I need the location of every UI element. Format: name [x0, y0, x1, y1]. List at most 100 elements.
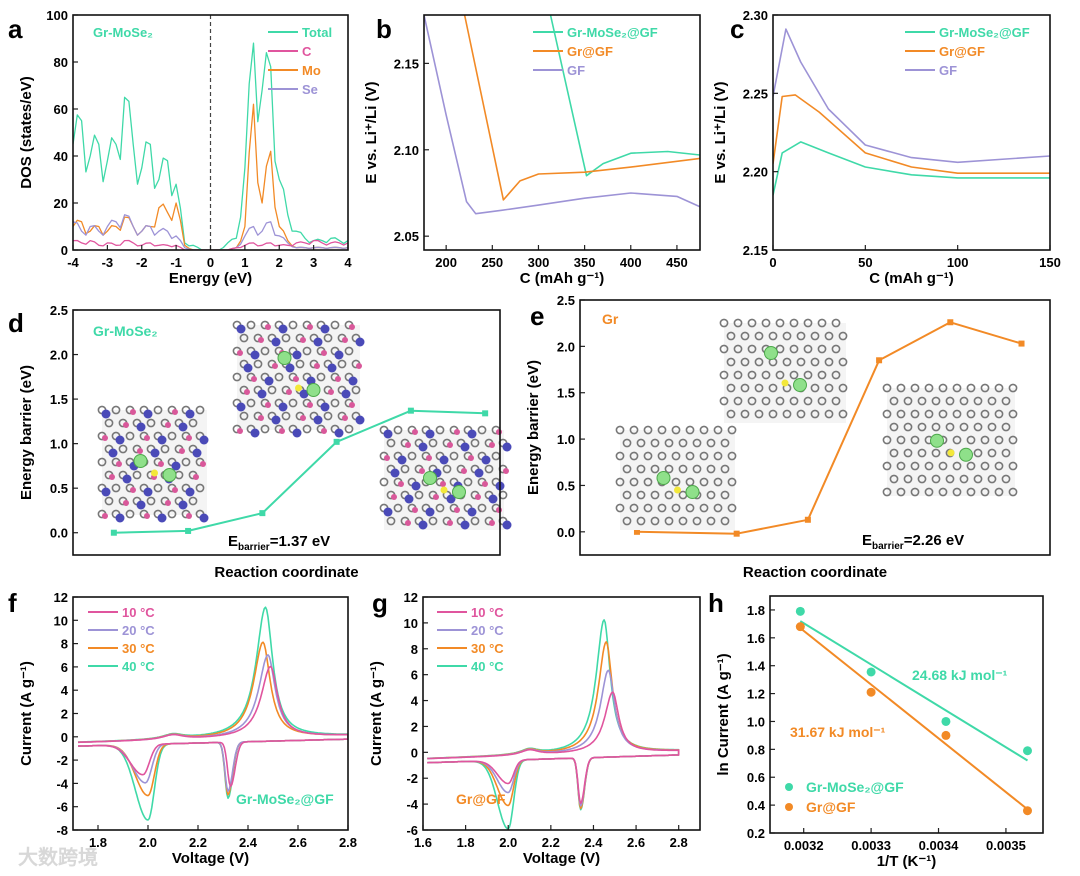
carbon-atom [1001, 422, 1011, 432]
se-atom [186, 435, 192, 441]
mo-atom [143, 487, 153, 497]
carbon-atom [980, 487, 990, 497]
atomic-structure-inset [719, 318, 848, 423]
mo-atom [192, 448, 202, 458]
linear-fit-line [799, 627, 1029, 811]
y-tick-label: 4 [411, 694, 419, 709]
carbon-atom [775, 318, 785, 328]
x-tick-label: 0 [207, 255, 214, 270]
mo-atom [122, 474, 132, 484]
carbon-atom [994, 461, 1004, 471]
series-line [549, 15, 700, 177]
se-atom [237, 350, 243, 356]
carbon-atom [726, 331, 736, 341]
carbon-atom [330, 320, 340, 330]
chlorine-atom [685, 485, 700, 499]
y-tick-label: -8 [56, 823, 68, 838]
se-atom [496, 507, 502, 513]
se-atom [426, 455, 432, 461]
mo-atom [243, 363, 253, 373]
carbon-atom [470, 438, 480, 448]
x-tick-label: 350 [574, 255, 596, 270]
barrier-value: =1.37 eV [270, 533, 330, 550]
y-tick-label: 0.4 [747, 798, 766, 813]
legend-label: 40 °C [122, 659, 155, 674]
se-atom [158, 461, 164, 467]
carbon-atom [733, 344, 743, 354]
data-point [866, 667, 876, 677]
carbon-atom [973, 474, 983, 484]
mo-atom [439, 455, 449, 465]
carbon-atom [952, 487, 962, 497]
chlorine-atom [656, 471, 671, 485]
atomic-structure-inset [882, 383, 1018, 497]
x-tick-label: 400 [620, 255, 642, 270]
chlorine-atom [277, 351, 292, 365]
legend-label: Gr-MoSe₂@GF [806, 779, 904, 795]
x-tick-label: 2.8 [670, 835, 688, 850]
carbon-atom [824, 357, 834, 367]
carbon-atom [803, 370, 813, 380]
x-tick-label: 50 [858, 255, 872, 270]
sulfur-atom [674, 486, 681, 494]
carbon-atom [253, 359, 263, 369]
panel-letter: a [8, 14, 23, 44]
carbon-atom [896, 383, 906, 393]
carbon-atom [344, 346, 354, 356]
x-tick-label: 2.6 [627, 835, 645, 850]
carbon-atom [484, 464, 494, 474]
x-tick-label: 200 [435, 255, 457, 270]
data-point-marker [1018, 340, 1025, 347]
carbon-atom [650, 438, 660, 448]
carbon-atom [650, 464, 660, 474]
y-tick-label: 12 [404, 590, 418, 605]
carbon-atom [274, 372, 284, 382]
x-tick-label: 250 [481, 255, 503, 270]
carbon-atom [754, 409, 764, 419]
y-tick-label: 100 [46, 8, 68, 23]
carbon-atom [622, 464, 632, 474]
carbon-atom [671, 503, 681, 513]
x-tick-label: -2 [136, 255, 148, 270]
carbon-atom [987, 396, 997, 406]
carbon-atom [650, 490, 660, 500]
se-atom [130, 409, 136, 415]
plot-frame [423, 14, 701, 251]
carbon-atom [917, 396, 927, 406]
data-point-marker [482, 410, 489, 417]
se-atom [193, 474, 199, 480]
data-point [795, 606, 805, 616]
carbon-atom [987, 474, 997, 484]
carbon-atom [302, 346, 312, 356]
plot-frame [772, 14, 1051, 251]
carbon-atom [831, 396, 841, 406]
carbon-atom [789, 344, 799, 354]
panel-e: e 0.0 0.5 1.0 1.5 2.0 2.5 Reaction coordinate En… [525, 293, 1051, 581]
carbon-atom [188, 418, 198, 428]
carbon-atom [232, 372, 242, 382]
barrier-subscript: barrier [872, 541, 904, 552]
y-tick-label: 0.8 [747, 742, 765, 757]
cv-curve [77, 654, 348, 793]
carbon-atom [817, 370, 827, 380]
chlorine-atom [133, 454, 148, 468]
se-atom [496, 429, 502, 435]
mo-atom [425, 429, 435, 439]
carbon-atom [302, 424, 312, 434]
y-tick-label: 20 [54, 196, 68, 211]
chlorine-atom [423, 471, 437, 485]
legend-label: 20 °C [122, 623, 155, 638]
panel-letter: h [708, 588, 724, 618]
carbon-atom [768, 409, 778, 419]
mo-atom [199, 513, 209, 523]
carbon-atom [1001, 396, 1011, 406]
carbon-atom [945, 396, 955, 406]
atomic-structure-inset [615, 425, 737, 530]
x-tick-label: 1.8 [89, 835, 107, 850]
carbon-atom [882, 487, 892, 497]
carbon-atom [889, 448, 899, 458]
se-atom [489, 520, 495, 526]
y-tick-label: 2.15 [743, 243, 768, 258]
se-atom [503, 468, 509, 474]
y-axis-title: ln Current (A g⁻¹) [715, 653, 732, 775]
